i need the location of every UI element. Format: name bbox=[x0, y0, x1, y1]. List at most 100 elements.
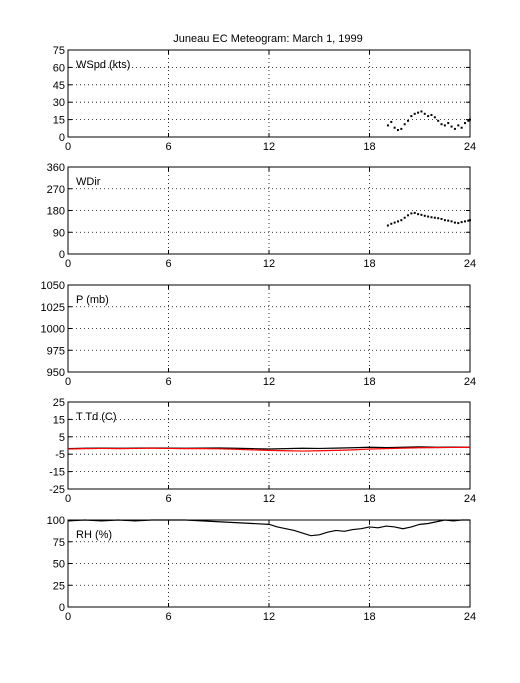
data-point bbox=[393, 126, 396, 129]
y-tick-label: 50 bbox=[53, 559, 65, 571]
x-tick-label: 24 bbox=[464, 611, 476, 623]
y-tick-label: 15 bbox=[53, 414, 65, 426]
y-tick-label: 100 bbox=[47, 515, 65, 527]
data-point bbox=[440, 217, 443, 220]
x-tick-label: 0 bbox=[65, 376, 71, 388]
y-tick-label: 975 bbox=[47, 345, 65, 357]
panel-wind-direction: 0 6 12 18 24 0 90 180 270 360 WDir bbox=[47, 162, 476, 270]
y-tick-label: 75 bbox=[53, 45, 65, 57]
y-tick-label: -25 bbox=[49, 484, 65, 496]
x-tick-label: 24 bbox=[464, 493, 476, 505]
data-point bbox=[440, 123, 443, 126]
x-tick-label: 6 bbox=[165, 141, 171, 153]
data-point bbox=[410, 115, 413, 118]
x-tick-label: 0 bbox=[65, 258, 71, 270]
x-tick-label: 18 bbox=[363, 258, 375, 270]
data-point bbox=[437, 217, 440, 220]
y-tick-label: 270 bbox=[47, 184, 65, 196]
data-point bbox=[407, 119, 410, 122]
x-tick-label: 24 bbox=[464, 141, 476, 153]
data-point bbox=[427, 215, 430, 218]
y-tick-label: 45 bbox=[53, 80, 65, 92]
data-point bbox=[457, 124, 460, 127]
data-point bbox=[393, 221, 396, 224]
x-tick-label: 12 bbox=[263, 258, 275, 270]
data-point bbox=[443, 124, 446, 127]
panel-label: WSpd (kts) bbox=[76, 59, 130, 71]
y-tick-label: 360 bbox=[47, 162, 65, 174]
y-tick-label: 1050 bbox=[41, 280, 65, 292]
x-tick-label: 6 bbox=[165, 258, 171, 270]
x-tick-label: 18 bbox=[363, 376, 375, 388]
data-point bbox=[450, 125, 453, 128]
data-point bbox=[413, 112, 416, 115]
data-point bbox=[467, 119, 470, 122]
y-tick-label: 180 bbox=[47, 206, 65, 218]
data-point bbox=[469, 219, 471, 222]
data-point bbox=[403, 123, 406, 126]
data-point bbox=[460, 126, 463, 129]
y-tick-label: 90 bbox=[53, 227, 65, 239]
data-point bbox=[469, 118, 471, 121]
data-point bbox=[396, 129, 399, 132]
data-point bbox=[417, 213, 420, 216]
panel-pressure: 0 6 12 18 24 950 975 1000 1025 1050 P (mb) bbox=[41, 280, 477, 388]
x-tick-label: 12 bbox=[263, 141, 275, 153]
x-tick-label: 12 bbox=[263, 493, 275, 505]
y-tick-label: 60 bbox=[53, 62, 65, 74]
y-tick-label: 25 bbox=[53, 580, 65, 592]
data-point bbox=[460, 221, 463, 224]
y-tick-label: 1000 bbox=[41, 324, 65, 336]
y-tick-label: 1025 bbox=[41, 302, 65, 314]
data-point bbox=[457, 222, 460, 225]
x-tick-label: 0 bbox=[65, 611, 71, 623]
y-tick-label: 25 bbox=[53, 397, 65, 409]
data-point bbox=[386, 224, 389, 227]
panel-wind-speed: 0 6 12 18 24 0 15 30 45 60 75 WSpd (kts) bbox=[53, 45, 476, 153]
x-tick-label: 24 bbox=[464, 258, 476, 270]
data-point bbox=[450, 220, 453, 223]
data-point bbox=[447, 122, 450, 125]
data-point bbox=[453, 127, 456, 130]
data-point bbox=[463, 122, 466, 125]
data-point bbox=[433, 116, 436, 119]
x-tick-label: 12 bbox=[263, 376, 275, 388]
data-point bbox=[396, 220, 399, 223]
y-tick-label: 5 bbox=[59, 432, 65, 444]
x-tick-label: 18 bbox=[363, 141, 375, 153]
data-point bbox=[390, 120, 393, 123]
data-point bbox=[420, 110, 423, 113]
figure-title: Juneau EC Meteogram: March 1, 1999 bbox=[173, 33, 363, 45]
data-point bbox=[423, 112, 426, 115]
data-point bbox=[427, 115, 430, 118]
data-point bbox=[437, 119, 440, 122]
y-tick-label: 950 bbox=[47, 367, 65, 379]
data-point bbox=[386, 124, 389, 127]
panel-label: P (mb) bbox=[76, 294, 109, 306]
y-tick-label: 0 bbox=[59, 132, 65, 144]
x-tick-label: 12 bbox=[263, 611, 275, 623]
x-tick-label: 6 bbox=[165, 493, 171, 505]
x-tick-label: 6 bbox=[165, 611, 171, 623]
x-tick-label: 18 bbox=[363, 493, 375, 505]
y-tick-label: 75 bbox=[53, 537, 65, 549]
data-point bbox=[400, 219, 403, 222]
series-line bbox=[67, 519, 470, 537]
data-point bbox=[430, 113, 433, 116]
x-tick-label: 24 bbox=[464, 376, 476, 388]
y-tick-label: 0 bbox=[59, 249, 65, 261]
data-point bbox=[463, 220, 466, 223]
data-point bbox=[433, 216, 436, 219]
data-point bbox=[453, 221, 456, 224]
data-point bbox=[403, 216, 406, 219]
y-tick-label: -15 bbox=[49, 467, 65, 479]
panel-temperature-dewpoint: 0 6 12 18 24 -25 -15 -5 5 15 25 T Td (C) bbox=[49, 397, 476, 505]
panel-label: RH (%) bbox=[76, 529, 112, 541]
y-tick-label: 0 bbox=[59, 602, 65, 614]
data-point bbox=[410, 212, 413, 215]
data-point bbox=[430, 216, 433, 219]
axes-frame bbox=[67, 401, 471, 490]
data-point bbox=[467, 219, 470, 222]
x-tick-label: 0 bbox=[65, 141, 71, 153]
